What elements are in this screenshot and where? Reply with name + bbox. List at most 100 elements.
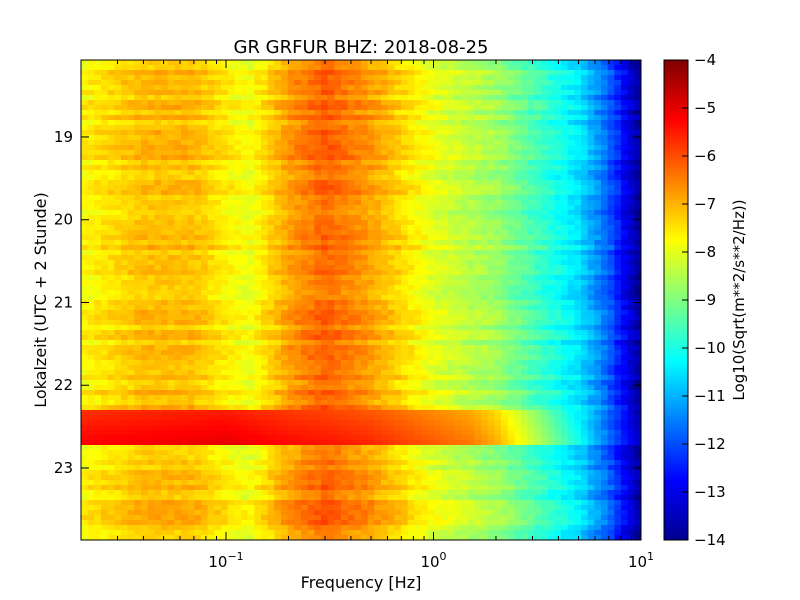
heatmap-cell (501, 125, 509, 131)
heatmap-cell (234, 65, 242, 71)
heatmap-cell (614, 235, 622, 241)
heatmap-cell (121, 140, 129, 146)
heatmap-cell (421, 160, 429, 166)
heatmap-cell (201, 335, 209, 341)
heatmap-cell (187, 90, 195, 96)
heatmap-cell (627, 195, 635, 201)
heatmap-cell (114, 335, 122, 341)
heatmap-cell (507, 315, 515, 321)
heatmap-cell (447, 265, 455, 271)
heatmap-cell (421, 305, 429, 311)
heatmap-cell (141, 225, 149, 231)
heatmap-cell (427, 285, 435, 291)
heatmap-cell (401, 240, 409, 246)
heatmap-cell (161, 235, 169, 241)
heatmap-cell (527, 170, 535, 176)
heatmap-cell (434, 175, 442, 181)
heatmap-cell (541, 195, 549, 201)
heatmap-cell (634, 335, 641, 341)
heatmap-cell (581, 315, 589, 321)
heatmap-cell (514, 255, 522, 261)
heatmap-cell (147, 230, 155, 236)
heatmap-cell (501, 90, 509, 96)
heatmap-cell (374, 85, 382, 91)
heatmap-cell (474, 255, 482, 261)
heatmap-cell (481, 175, 489, 181)
heatmap-cell (521, 300, 529, 306)
heatmap-cell (547, 100, 555, 106)
heatmap-cell (414, 110, 422, 116)
heatmap-cell (94, 175, 102, 181)
heatmap-cell (307, 310, 315, 316)
heatmap-cell (127, 310, 135, 316)
heatmap-cell (587, 345, 595, 351)
heatmap-cell (634, 105, 641, 111)
heatmap-cell (381, 305, 389, 311)
heatmap-cell (167, 260, 175, 266)
heatmap-cell (547, 95, 555, 101)
heatmap-cell (147, 110, 155, 116)
heatmap-cell (494, 255, 502, 261)
heatmap-cell (527, 150, 535, 156)
heatmap-cell (374, 65, 382, 71)
heatmap-cell (234, 310, 242, 316)
heatmap-cell (447, 100, 455, 106)
heatmap-cell (274, 130, 282, 136)
heatmap-cell (434, 135, 442, 141)
heatmap-cell (554, 230, 562, 236)
heatmap-cell (521, 135, 529, 141)
heatmap-cell (234, 120, 242, 126)
heatmap-cell (134, 265, 142, 271)
heatmap-cell (427, 60, 435, 66)
heatmap-cell (467, 100, 475, 106)
heatmap-cell (587, 235, 595, 241)
heatmap-cell (467, 235, 475, 241)
heatmap-cell (507, 85, 515, 91)
heatmap-cell (434, 315, 442, 321)
heatmap-cell (327, 245, 335, 251)
heatmap-cell (214, 340, 222, 346)
heatmap-cell (514, 100, 522, 106)
heatmap-cell (574, 320, 582, 326)
heatmap-cell (614, 85, 622, 91)
heatmap-cell (187, 330, 195, 336)
heatmap-cell (94, 220, 102, 226)
heatmap-cell (367, 260, 375, 266)
heatmap-cell (547, 270, 555, 276)
heatmap-cell (214, 90, 222, 96)
heatmap-cell (87, 210, 95, 216)
heatmap-cell (614, 275, 622, 281)
heatmap-cell (281, 85, 289, 91)
heatmap-cell (554, 165, 562, 171)
heatmap-cell (361, 65, 369, 71)
heatmap-cell (134, 275, 142, 281)
heatmap-cell (614, 80, 622, 86)
heatmap-cell (241, 355, 249, 361)
heatmap-cell (494, 180, 502, 186)
heatmap-cell (541, 85, 549, 91)
heatmap-cell (421, 110, 429, 116)
heatmap-cell (174, 60, 182, 66)
heatmap-cell (507, 110, 515, 116)
heatmap-cell (601, 60, 609, 66)
heatmap-cell (174, 100, 182, 106)
heatmap-cell (201, 115, 209, 121)
heatmap-cell (367, 130, 375, 136)
heatmap-cell (474, 250, 482, 256)
heatmap-cell (347, 345, 355, 351)
heatmap-cell (167, 90, 175, 96)
heatmap-cell (527, 65, 535, 71)
heatmap-cell (447, 310, 455, 316)
heatmap-cell (221, 255, 229, 261)
heatmap-cell (314, 95, 322, 101)
heatmap-cell (314, 80, 322, 86)
heatmap-cell (607, 315, 615, 321)
heatmap-cell (107, 100, 115, 106)
heatmap-cell (141, 305, 149, 311)
heatmap-cell (401, 215, 409, 221)
heatmap-cell (227, 345, 235, 351)
heatmap-cell (367, 300, 375, 306)
heatmap-cell (307, 290, 315, 296)
heatmap-cell (334, 155, 342, 161)
heatmap-cell (481, 255, 489, 261)
